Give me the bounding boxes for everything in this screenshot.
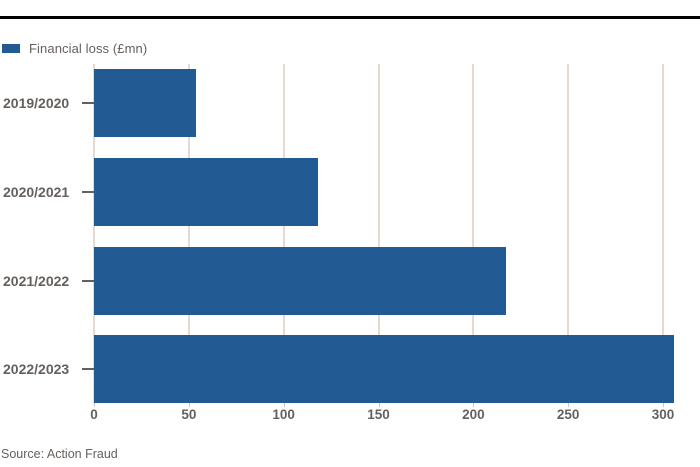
category-label-2019-2020: 2019/2020 <box>3 95 70 111</box>
bar-2020-2021 <box>94 157 318 226</box>
x-axis-label-300: 300 <box>651 407 675 422</box>
gridline-x-250 <box>567 64 570 403</box>
x-axis-tick <box>94 403 95 407</box>
x-axis-label-0: 0 <box>90 407 98 422</box>
gridline-x-200 <box>472 64 475 403</box>
x-axis-tick <box>283 403 285 407</box>
x-axis-label-150: 150 <box>367 407 390 422</box>
category-tick <box>82 102 94 104</box>
gridline-x-0 <box>93 64 95 403</box>
bar-2021-2022 <box>94 246 506 315</box>
x-axis-label-50: 50 <box>181 407 197 422</box>
x-axis-tick <box>663 403 664 407</box>
source-text: Source: Action Fraud <box>1 447 118 461</box>
x-axis-label-100: 100 <box>272 407 295 422</box>
x-axis-tick <box>378 403 380 407</box>
plot-area: 0 50 100 150 200 250 300 <box>90 64 694 422</box>
x-axis-label-250: 250 <box>556 407 580 422</box>
category-label-2021-2022: 2021/2022 <box>3 272 70 289</box>
gridline-x-100 <box>282 64 285 403</box>
top-border-rule <box>0 16 700 19</box>
category-tick <box>82 190 94 193</box>
gridline-x-150 <box>377 64 380 403</box>
x-axis-tick <box>568 403 570 407</box>
legend: Financial loss (£mn) <box>2 40 147 56</box>
bar-2019-2020 <box>94 69 197 137</box>
x-axis-label-200: 200 <box>462 407 485 422</box>
gridline-x-50 <box>187 64 190 403</box>
category-tick <box>82 368 94 371</box>
legend-label: Financial loss (£mn) <box>29 40 148 56</box>
gridline-x-300 <box>662 64 664 403</box>
bar-2022-2023 <box>94 335 675 404</box>
x-axis-tick <box>473 403 475 407</box>
category-label-2020-2021: 2020/2021 <box>3 183 70 200</box>
legend-swatch <box>2 43 20 53</box>
x-axis-tick <box>188 403 190 407</box>
category-label-2022-2023: 2022/2023 <box>3 361 70 378</box>
category-tick <box>82 279 94 282</box>
